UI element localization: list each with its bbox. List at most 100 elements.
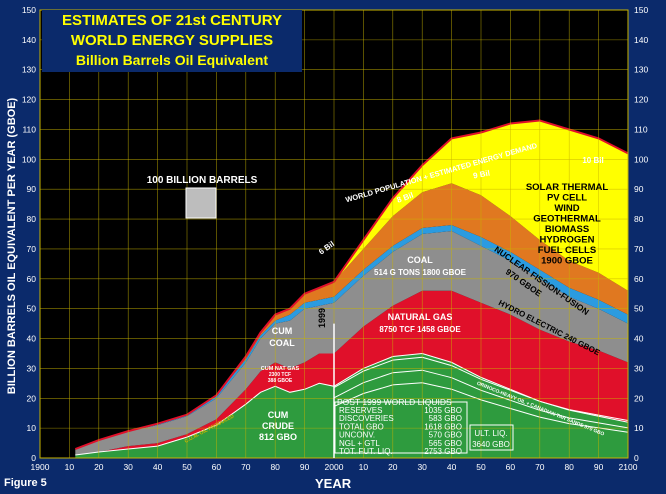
y-tick-right-1: 10: [634, 423, 644, 433]
liquids-row-value-1: 583 GBO: [429, 414, 462, 423]
x-tick-19: 90: [594, 462, 604, 472]
x-tick-7: 70: [241, 462, 251, 472]
x-axis-title: YEAR: [315, 476, 352, 491]
cum-coal-label-2: COAL: [269, 338, 295, 348]
chart-title-line-1: ESTIMATES OF 21st CENTURY: [61, 12, 283, 29]
y-tick-right-0: 0: [634, 453, 639, 463]
y-tick-right-14: 140: [634, 35, 648, 45]
chart-title-line-2: WORLD ENERGY SUPPLIES: [70, 32, 274, 49]
renewables-label-2: WIND: [554, 203, 579, 214]
y-tick-right-9: 90: [634, 184, 644, 194]
cum-natgas-label-2: 2300 TCF: [269, 372, 291, 378]
y-tick-left-10: 100: [22, 154, 36, 164]
y-tick-left-9: 90: [27, 184, 37, 194]
natgas-label-1: NATURAL GAS: [388, 312, 453, 322]
renewables-label-1: PV CELL: [547, 193, 587, 204]
renewables-label-6: FUEL CELLS: [538, 245, 596, 256]
series-area-5: [75, 120, 629, 449]
coal-label-1: COAL: [407, 255, 433, 265]
y-tick-left-12: 120: [22, 95, 36, 105]
y-tick-right-10: 100: [634, 154, 648, 164]
x-tick-20: 2100: [619, 462, 638, 472]
x-tick-17: 70: [535, 462, 545, 472]
y-tick-right-11: 110: [634, 124, 648, 134]
ult-liq-value: 3640 GBO: [472, 440, 510, 449]
x-tick-12: 20: [388, 462, 398, 472]
y-tick-left-13: 130: [22, 65, 36, 75]
y-tick-left-6: 60: [27, 274, 37, 284]
coal-label-2: 514 G TONS 1800 GBOE: [374, 268, 467, 277]
y-tick-right-3: 30: [634, 363, 644, 373]
y-tick-left-4: 40: [27, 334, 37, 344]
y-tick-right-12: 120: [634, 95, 648, 105]
series-area-0: [75, 353, 629, 458]
ult-liq-box: [469, 424, 514, 451]
x-tick-6: 60: [212, 462, 222, 472]
liquids-row-label-1: DISCOVERIES: [339, 414, 394, 423]
x-tick-4: 40: [153, 462, 163, 472]
renewables-label-4: BIOMASS: [545, 224, 589, 235]
liquids-row-label-2: TOTAL GBO: [339, 422, 384, 431]
cum-crude-label-2: CRUDE: [262, 421, 294, 431]
y-tick-right-7: 70: [634, 244, 644, 254]
y-axis-title: BILLION BARRELS OIL EQUIVALENT PER YEAR …: [6, 97, 18, 395]
hundred-billion-box: [185, 187, 217, 219]
y-tick-left-7: 70: [27, 244, 37, 254]
x-tick-8: 80: [270, 462, 280, 472]
series-area-2: [75, 231, 629, 455]
y-tick-left-0: 0: [31, 453, 36, 463]
liquids-row-label-4: NGL + GTL: [339, 439, 380, 448]
population-9bil: 9 Bil: [472, 169, 490, 181]
series-area-1: [75, 290, 629, 455]
y-tick-right-6: 60: [634, 274, 644, 284]
y-tick-left-14: 140: [22, 35, 36, 45]
y-tick-right-2: 20: [634, 393, 644, 403]
liquids-row-value-4: 565 GBO: [429, 439, 462, 448]
natgas-label-2: 8750 TCF 1458 GBOE: [379, 325, 461, 334]
renewables-label-3: GEOTHERMAL: [533, 214, 601, 225]
liquids-row-value-5: 2753 GBO: [424, 447, 462, 456]
liquids-row-value-0: 1035 GBO: [424, 406, 462, 415]
year-1999-label: 1999: [317, 308, 327, 328]
renewables-label-7: 1900 GBOE: [541, 256, 593, 267]
y-tick-right-13: 130: [634, 65, 648, 75]
y-tick-left-5: 50: [27, 304, 37, 314]
chart-subtitle: Billion Barrels Oil Equivalent: [75, 52, 269, 68]
y-tick-right-15: 150: [634, 5, 648, 15]
liquids-row-label-3: UNCONV.: [339, 431, 375, 440]
liquids-row-value-2: 1618 GBO: [424, 422, 462, 431]
crude-outline: [75, 352, 629, 456]
cum-natgas-label-3: 388 GBOE: [268, 378, 293, 384]
liquids-table-title: POST 1999 WORLD LIQUIDS: [337, 397, 452, 407]
cum-coal-label-1: CUM: [272, 326, 293, 336]
y-tick-left-3: 30: [27, 363, 37, 373]
liquids-row-label-5: TOT. FUT. LIQ.: [339, 447, 393, 456]
cum-crude-label-1: CUM: [268, 410, 289, 420]
y-tick-right-8: 80: [634, 214, 644, 224]
cum-crude-label-3: 812 GBO: [259, 432, 297, 442]
x-tick-10: 2000: [325, 462, 344, 472]
renewables-label-5: HYDROGEN: [540, 235, 595, 246]
ult-liq-label: ULT. LIQ.: [474, 429, 507, 438]
liquids-row-value-3: 570 GBO: [429, 431, 462, 440]
x-tick-3: 30: [123, 462, 133, 472]
y-tick-left-8: 80: [27, 214, 37, 224]
y-tick-right-5: 50: [634, 304, 644, 314]
y-tick-right-4: 40: [634, 334, 644, 344]
liquids-table-box: [334, 401, 468, 454]
y-tick-left-11: 110: [22, 124, 36, 134]
x-tick-1: 10: [65, 462, 75, 472]
renewables-label-0: SOLAR THERMAL: [526, 182, 609, 193]
cum-natgas-label-1: CUM NAT GAS: [261, 366, 300, 372]
x-tick-15: 50: [476, 462, 486, 472]
demand-curve: [74, 119, 629, 450]
y-tick-left-1: 10: [27, 423, 37, 433]
x-tick-2: 20: [94, 462, 104, 472]
x-tick-9: 90: [300, 462, 310, 472]
x-tick-14: 40: [447, 462, 457, 472]
hundred-billion-label: 100 BILLION BARRELS: [147, 175, 258, 186]
population-10bil: 10 Bil: [582, 156, 603, 165]
y-tick-left-15: 150: [22, 5, 36, 15]
y-tick-left-2: 20: [27, 393, 37, 403]
